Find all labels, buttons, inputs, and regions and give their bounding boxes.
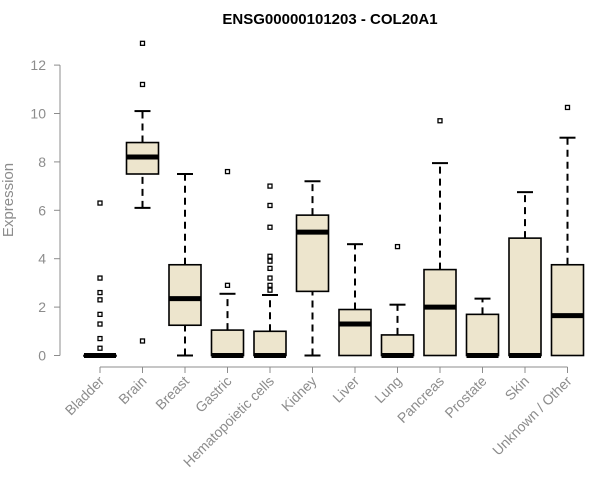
outlier-point: [97, 275, 103, 281]
outlier-point: [267, 265, 273, 272]
outlier-point: [564, 104, 571, 111]
outlier-point: [267, 282, 273, 288]
x-tick-label: Breast: [152, 373, 192, 413]
y-tick-label: 0: [38, 348, 46, 364]
x-tick-label: Lung: [371, 373, 404, 406]
box-liver: [338, 243, 372, 357]
box-body: [168, 263, 202, 327]
outlier-point: [267, 258, 273, 264]
x-tick-label: Brain: [115, 373, 149, 407]
outlier-point: [437, 118, 443, 124]
box-body: [338, 308, 372, 357]
y-tick-label: 2: [38, 299, 46, 315]
y-tick-label: 8: [38, 154, 46, 170]
y-axis-label: Expression: [0, 163, 17, 237]
chart-title: ENSG00000101203 - COL20A1: [222, 11, 437, 28]
outlier-point: [139, 40, 146, 46]
outlier-point: [267, 275, 273, 281]
outlier-point: [97, 297, 103, 303]
outlier-point: [224, 168, 231, 175]
outlier-point: [139, 81, 146, 88]
outlier-point: [224, 282, 231, 288]
box-lung: [380, 243, 415, 358]
outlier-point: [139, 338, 146, 344]
box-body: [295, 214, 330, 293]
box-gastric: [210, 168, 245, 358]
box-body: [253, 330, 287, 357]
y-tick-label: 4: [38, 251, 46, 267]
box-body: [550, 263, 585, 357]
box-body: [508, 237, 542, 357]
outlier-point: [97, 335, 103, 342]
box-body: [210, 329, 245, 357]
outlier-point: [267, 183, 273, 189]
outlier-point: [267, 224, 273, 230]
x-tick-label: Prostate: [441, 373, 489, 421]
box-breast: [168, 173, 202, 357]
box-body: [380, 334, 415, 357]
box-hematopoietic-cells: [253, 183, 287, 358]
box-bladder: [83, 200, 117, 358]
x-tick-label: Bladder: [62, 373, 108, 419]
outlier-point: [97, 311, 103, 318]
box-prostate: [465, 297, 500, 358]
box-brain: [125, 40, 160, 344]
box-skin: [508, 191, 542, 358]
y-axis: 0 2 4 6 8 10 12: [30, 57, 61, 364]
outlier-point: [97, 321, 103, 327]
x-tick-label: Skin: [502, 373, 533, 404]
box-kidney: [295, 180, 330, 357]
box-unknown-other: [550, 104, 585, 357]
plot-area: [83, 40, 585, 358]
outlier-point: [97, 200, 103, 206]
outlier-point: [394, 243, 401, 250]
outlier-point: [267, 253, 273, 259]
outlier-point: [267, 287, 273, 293]
x-tick-label: Unknown / Other: [489, 373, 575, 459]
outlier-point: [97, 289, 103, 296]
outlier-point: [97, 345, 103, 351]
box-body: [465, 313, 500, 357]
y-tick-label: 10: [30, 106, 46, 122]
outlier-point: [267, 202, 273, 209]
x-tick-label: Pancreas: [394, 373, 447, 426]
y-tick-label: 6: [38, 202, 46, 218]
x-tick-label: Liver: [329, 373, 362, 406]
y-tick-label: 12: [30, 57, 46, 73]
x-tick-label: Kidney: [278, 373, 320, 415]
box-body: [423, 268, 457, 357]
box-pancreas: [423, 118, 457, 357]
